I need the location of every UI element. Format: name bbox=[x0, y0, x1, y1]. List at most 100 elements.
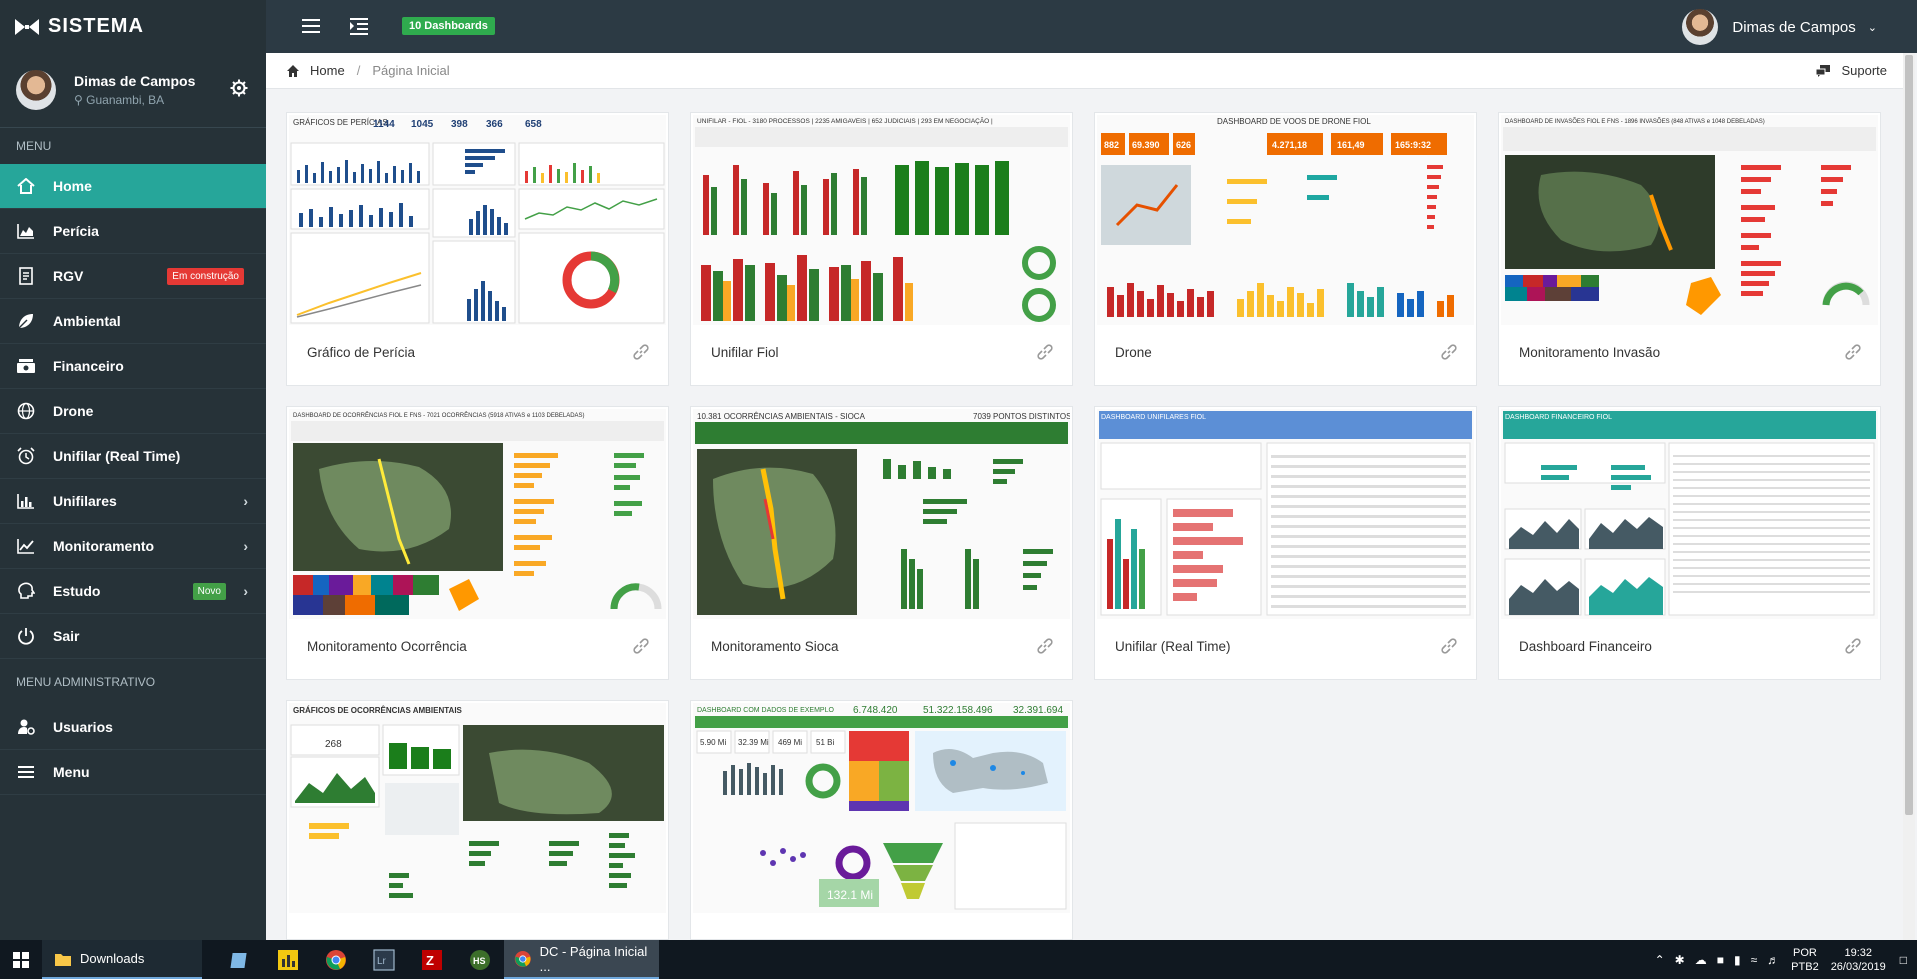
breadcrumb-home-link[interactable]: Home bbox=[310, 63, 345, 78]
network-icon[interactable]: ≈ bbox=[1750, 952, 1758, 967]
taskbar-app[interactable]: Z bbox=[408, 940, 456, 979]
dashboard-card[interactable]: DASHBOARD DE VOOS DE DRONE FIOL 882 69.3… bbox=[1094, 112, 1477, 386]
sidebar-item-usuarios[interactable]: Usuarios bbox=[0, 705, 266, 750]
card-title[interactable]: Drone bbox=[1115, 345, 1152, 360]
card-title[interactable]: Monitoramento Sioca bbox=[711, 639, 839, 654]
card-title[interactable]: Unifilar (Real Time) bbox=[1115, 639, 1231, 654]
dashboard-thumbnail[interactable]: DASHBOARD UNIFILARES FIOL bbox=[1097, 409, 1474, 619]
menu-title: MENU bbox=[16, 139, 52, 153]
dashboards-count-badge: 10 Dashboards bbox=[402, 17, 495, 35]
dashboard-card[interactable]: DASHBOARD UNIFILARES FIOL Unifilar (Real… bbox=[1094, 406, 1477, 680]
start-button[interactable] bbox=[0, 940, 42, 979]
link-icon[interactable] bbox=[1440, 637, 1458, 655]
brand-name: SISTEMA bbox=[48, 15, 144, 37]
sidebar-item-menu[interactable]: Menu bbox=[0, 750, 266, 795]
sidebar-item-drone[interactable]: Drone bbox=[0, 389, 266, 434]
dashboard-card[interactable]: DASHBOARD COM DADOS DE EXEMPLO 6.748.420… bbox=[690, 700, 1073, 940]
card-title[interactable]: Unifilar Fiol bbox=[711, 345, 779, 360]
dashboard-card[interactable]: DASHBOARD DE OCORRÊNCIAS FIOL E FNS - 70… bbox=[286, 406, 669, 680]
money-icon bbox=[16, 356, 36, 376]
page-scrollbar[interactable] bbox=[1903, 53, 1915, 940]
dashboard-thumbnail[interactable]: DASHBOARD DE OCORRÊNCIAS FIOL E FNS - 70… bbox=[289, 409, 666, 619]
bluetooth-icon[interactable]: ✱ bbox=[1674, 952, 1685, 967]
thumbnail-title: DASHBOARD DE INVASÕES FIOL E FNS - 1896 … bbox=[1505, 118, 1765, 125]
sidebar-item-estudo[interactable]: Estudo Novo › bbox=[0, 569, 266, 614]
taskbar-app[interactable] bbox=[216, 940, 264, 979]
sidebar-item-unifilares[interactable]: Unifilares › bbox=[0, 479, 266, 524]
volume-icon[interactable]: ♬ bbox=[1767, 952, 1780, 967]
bar-chart-icon bbox=[16, 491, 36, 511]
sidebar-item-unifilar-real-time[interactable]: Unifilar (Real Time) bbox=[0, 434, 266, 479]
status-badge: Em construção bbox=[167, 267, 244, 285]
chrome-icon bbox=[514, 950, 531, 967]
windows-logo-icon bbox=[13, 951, 29, 968]
taskbar-app[interactable] bbox=[264, 940, 312, 979]
sidebar-item-monitoramento[interactable]: Monitoramento › bbox=[0, 524, 266, 569]
link-icon[interactable] bbox=[632, 637, 650, 655]
dashboard-card[interactable]: 10.381 OCORRÊNCIAS AMBIENTAIS - SIOCA 70… bbox=[690, 406, 1073, 680]
link-icon[interactable] bbox=[1036, 637, 1054, 655]
dashboard-thumbnail[interactable]: 10.381 OCORRÊNCIAS AMBIENTAIS - SIOCA 70… bbox=[693, 409, 1070, 619]
link-icon[interactable] bbox=[1440, 343, 1458, 361]
dashboard-thumbnail[interactable]: DASHBOARD DE INVASÕES FIOL E FNS - 1896 … bbox=[1501, 115, 1878, 325]
language-top: POR bbox=[1793, 946, 1817, 959]
logo-icon bbox=[15, 18, 39, 35]
taskbar-app[interactable]: HS bbox=[456, 940, 504, 979]
chevron-up-icon[interactable]: ⌃ bbox=[1654, 952, 1665, 967]
link-icon[interactable] bbox=[1844, 343, 1862, 361]
sidebar-item-home[interactable]: Home bbox=[0, 164, 266, 209]
usb-icon[interactable]: ■ bbox=[1716, 952, 1724, 967]
dashboard-card[interactable]: GRÁFICOS DE OCORRÊNCIAS AMBIENTAIS 268 bbox=[286, 700, 669, 940]
card-title[interactable]: Gráfico de Perícia bbox=[307, 345, 416, 360]
notification-icon[interactable]: □ bbox=[1899, 952, 1907, 967]
indent-icon[interactable] bbox=[348, 16, 370, 36]
battery-icon[interactable]: ▮ bbox=[1733, 952, 1741, 967]
sidebar-item-pericia[interactable]: Perícia bbox=[0, 209, 266, 254]
dashboard-card[interactable]: UNIFILAR - FIOL - 3180 PROCESSOS | 2235 … bbox=[690, 112, 1073, 386]
sidebar-item-label: RGV bbox=[53, 268, 84, 284]
home-icon bbox=[287, 64, 299, 77]
system-tray: ⌃ ✱ ☁ ■ ▮ ≈ ♬ POR PTB2 19:32 26/03/2019 … bbox=[1645, 940, 1907, 979]
gear-icon[interactable] bbox=[230, 79, 248, 97]
card-title[interactable]: Monitoramento Invasão bbox=[1519, 345, 1661, 360]
card-title[interactable]: Dashboard Financeiro bbox=[1519, 639, 1652, 654]
cloud-icon[interactable]: ☁ bbox=[1694, 952, 1707, 967]
link-icon[interactable] bbox=[632, 343, 650, 361]
sidebar-item-rgv[interactable]: RGV Em construção bbox=[0, 254, 266, 299]
language-bottom: PTB2 bbox=[1791, 960, 1819, 973]
link-icon[interactable] bbox=[1844, 637, 1862, 655]
sidebar-item-sair[interactable]: Sair bbox=[0, 614, 266, 659]
dashboard-thumbnail[interactable]: GRÁFICOS DE OCORRÊNCIAS AMBIENTAIS 268 bbox=[289, 703, 666, 913]
dashboard-thumbnail[interactable]: DASHBOARD DE VOOS DE DRONE FIOL 882 69.3… bbox=[1097, 115, 1474, 325]
sidebar-item-label: Home bbox=[53, 178, 92, 194]
thumbnail-title: GRÁFICOS DE PERÍCIAS bbox=[293, 118, 388, 127]
link-icon[interactable] bbox=[1036, 343, 1054, 361]
dashboard-card[interactable]: GRÁFICOS DE PERÍCIAS 1144 1045 398 366 6… bbox=[286, 112, 669, 386]
dashboard-thumbnail[interactable]: DASHBOARD FINANCEIRO FIOL bbox=[1501, 409, 1878, 619]
taskbar-active-window[interactable]: DC - Página Inicial ... bbox=[504, 940, 659, 979]
brand-logo[interactable]: SISTEMA bbox=[0, 0, 266, 53]
taskbar-app[interactable] bbox=[312, 940, 360, 979]
taskbar-app[interactable]: Lr bbox=[360, 940, 408, 979]
profile-name: Dimas de Campos bbox=[74, 73, 196, 89]
sidebar-item-ambiental[interactable]: Ambiental bbox=[0, 299, 266, 344]
taskbar-downloads[interactable]: Downloads bbox=[42, 940, 202, 979]
dashboard-thumbnail[interactable]: DASHBOARD COM DADOS DE EXEMPLO 6.748.420… bbox=[693, 703, 1070, 913]
dashboard-thumbnail[interactable]: UNIFILAR - FIOL - 3180 PROCESSOS | 2235 … bbox=[693, 115, 1070, 325]
dashboard-card[interactable]: DASHBOARD FINANCEIRO FIOL Dashboard Fina… bbox=[1498, 406, 1881, 680]
hamburger-icon[interactable] bbox=[300, 16, 322, 36]
active-window-title: DC - Página Inicial ... bbox=[539, 943, 648, 974]
kpi-value: 6.748.420 bbox=[853, 705, 898, 716]
dashboard-thumbnail[interactable]: GRÁFICOS DE PERÍCIAS 1144 1045 398 366 6… bbox=[289, 115, 666, 325]
sidebar-item-financeiro[interactable]: Financeiro bbox=[0, 344, 266, 389]
scrollbar-thumb[interactable] bbox=[1905, 55, 1913, 815]
support-link[interactable]: Suporte bbox=[1815, 63, 1887, 78]
clock[interactable]: 19:32 26/03/2019 bbox=[1831, 946, 1886, 974]
sidebar-item-label: Monitoramento bbox=[53, 538, 155, 554]
card-title[interactable]: Monitoramento Ocorrência bbox=[307, 639, 467, 654]
user-menu[interactable]: Dimas de Campos ⌄ bbox=[1682, 9, 1877, 45]
kpi-value: 51 Bi bbox=[816, 738, 834, 747]
language-indicator[interactable]: POR PTB2 bbox=[1791, 946, 1819, 974]
dashboard-card[interactable]: DASHBOARD DE INVASÕES FIOL E FNS - 1896 … bbox=[1498, 112, 1881, 386]
sidebar-item-label: Ambiental bbox=[53, 313, 121, 329]
